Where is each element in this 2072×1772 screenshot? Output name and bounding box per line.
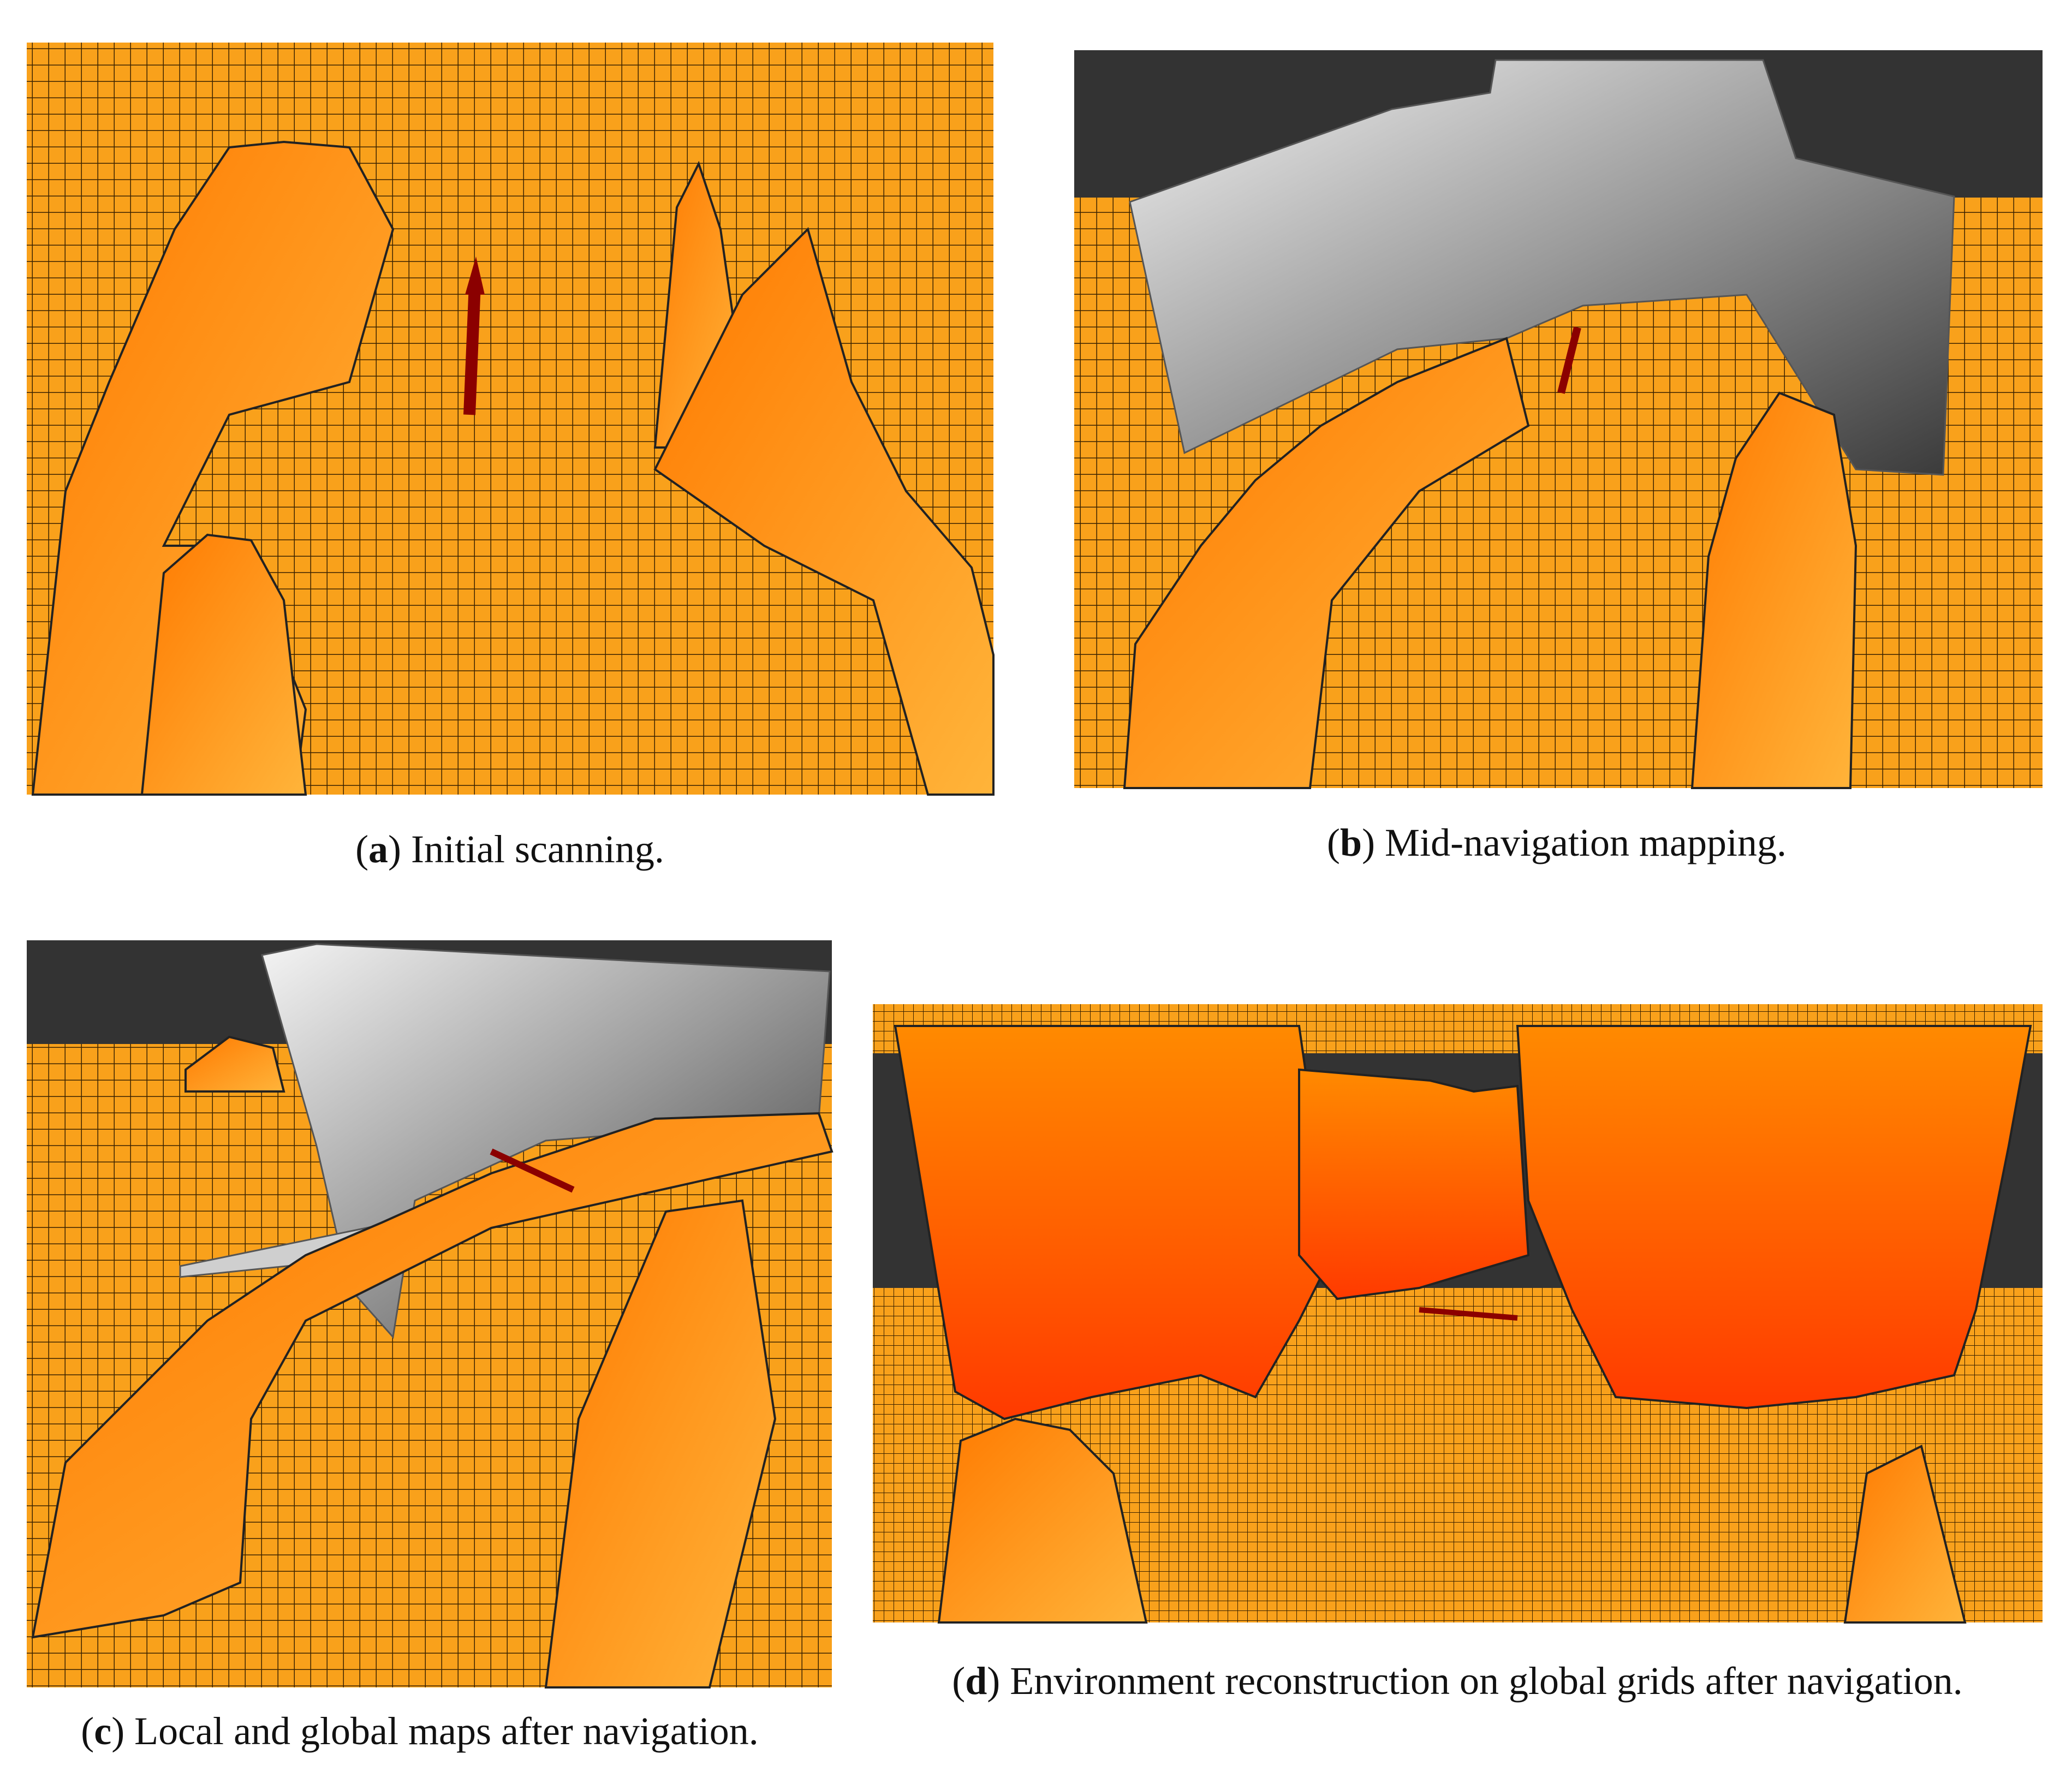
caption-letter: b: [1340, 821, 1362, 864]
caption-open: (: [355, 827, 368, 871]
caption-letter: a: [368, 827, 388, 871]
caption-text: ) Local and global maps after navigation…: [111, 1709, 759, 1753]
caption-open: (: [952, 1659, 965, 1703]
caption-a: (a) Initial scanning.: [355, 827, 664, 871]
panel-b: [1074, 50, 2043, 789]
panel-d: [873, 1004, 2043, 1624]
caption-text: ) Environment reconstruction on global g…: [987, 1659, 1963, 1703]
caption-b: (b) Mid-navigation mapping.: [1327, 821, 1787, 864]
caption-letter: d: [965, 1659, 987, 1703]
caption-letter: c: [94, 1709, 111, 1753]
caption-d: (d) Environment reconstruction on global…: [952, 1659, 1963, 1703]
caption-c: (c) Local and global maps after navigati…: [81, 1709, 759, 1753]
caption-text: ) Initial scanning.: [388, 827, 664, 871]
panel-c: [27, 940, 833, 1689]
panel-a: [27, 43, 995, 796]
caption-text: ) Mid-navigation mapping.: [1362, 821, 1787, 864]
caption-open: (: [81, 1709, 94, 1753]
caption-open: (: [1327, 821, 1340, 864]
